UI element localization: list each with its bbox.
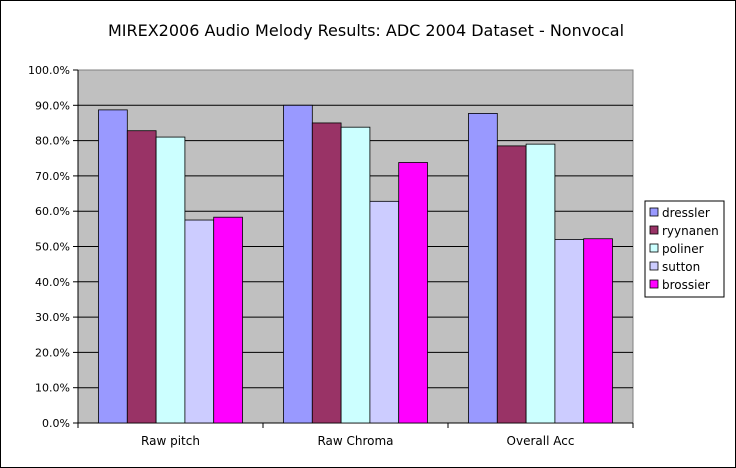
y-tick-label: 90.0% [35,99,70,112]
y-tick-label: 70.0% [35,170,70,183]
legend-swatch-brossier [649,279,659,289]
y-tick-label: 0.0% [42,417,70,430]
y-tick-label: 80.0% [35,135,70,148]
legend-swatch-dressler [649,207,659,217]
legend-label-dressler: dressler [662,206,710,220]
plot-area: 0.0% 10.0% 20.0% 30.0% 40.0% 50.0% 60.0% 70.0% 8… [28,64,634,448]
y-tick-label: 20.0% [35,346,70,359]
legend-label-brossier: brossier [662,278,710,292]
bar-brossier [583,238,613,424]
bar-sutton [369,200,400,424]
bar-dressler [98,109,128,424]
y-tick-label: 30.0% [35,311,70,324]
bar-sutton [184,219,215,424]
bar-ryynanen [311,122,342,424]
y-tick-label: 10.0% [35,382,70,395]
bar-dressler [283,104,313,424]
legend-label-sutton: sutton [662,260,700,274]
legend-swatch-ryynanen [649,225,659,235]
legend-label-ryynanen: ryynanen [662,224,719,238]
legend-label-poliner: poliner [662,242,704,256]
legend: dressler ryynanen poliner sutton brossier [644,200,725,298]
bar-poliner [525,143,556,424]
bar-dressler [468,113,498,424]
x-tick-label: Overall Acc [507,434,575,448]
x-tick-label: Raw pitch [141,434,200,448]
y-tick-label: 40.0% [35,276,70,289]
bar-brossier [398,162,428,424]
legend-swatch-poliner [649,243,659,253]
bar-ryynanen [496,145,527,424]
legend-swatch-sutton [649,261,659,271]
bar-ryynanen [126,130,157,424]
y-tick-label: 50.0% [35,241,70,254]
bar-brossier [213,216,243,424]
chart-title: MIREX2006 Audio Melody Results: ADC 2004… [108,21,624,40]
bar-sutton [554,239,585,424]
bar-poliner [340,126,371,424]
y-tick-label: 60.0% [35,205,70,218]
x-tick-label: Raw Chroma [317,434,393,448]
bar-poliner [155,136,186,424]
y-tick-label: 100.0% [28,64,70,77]
